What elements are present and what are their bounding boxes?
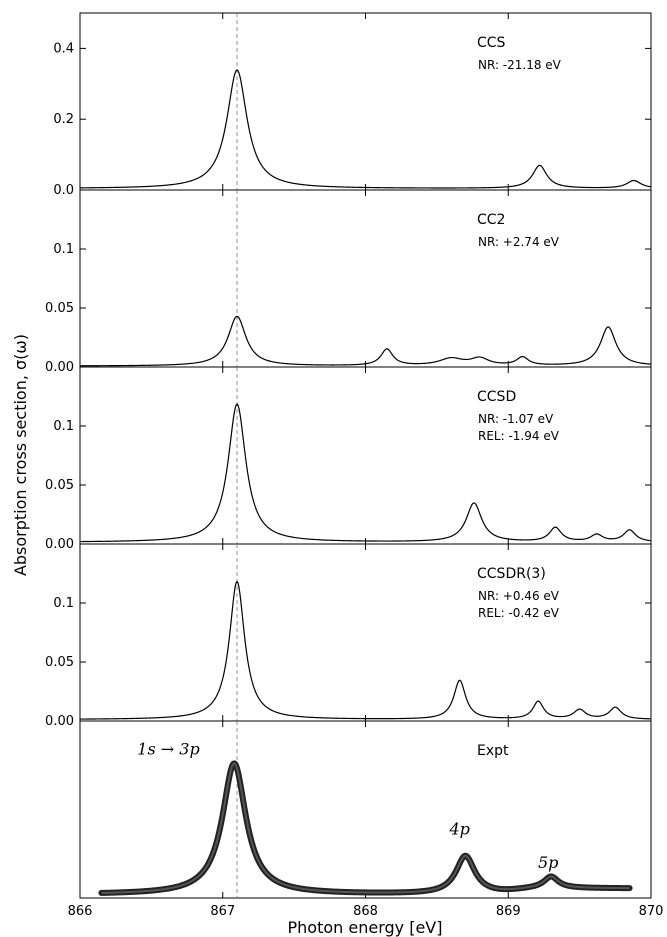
peak-annotation: 1s → 3p xyxy=(137,740,199,759)
experimental-spectrum-core xyxy=(101,762,630,894)
panel-ccsdr-3-: 0.00 0.05 0.1 CCSDR(3) NR: +0.46 eV REL: -0.4… xyxy=(45,543,652,729)
energy-shift-label: NR: -21.18 eV xyxy=(478,58,562,72)
x-tick-label: 869 xyxy=(496,904,521,919)
panel-ccs: 0.0 0.2 0.4 CCS NR: -21.18 eV xyxy=(53,12,652,198)
energy-shift-label: NR: -1.07 eV xyxy=(478,412,554,426)
method-label: CCSD xyxy=(477,389,516,405)
x-tick-label: 868 xyxy=(353,904,378,919)
panel-frame xyxy=(79,366,652,545)
spectrum-curve xyxy=(79,69,652,189)
peak-annotation: 5p xyxy=(538,853,558,872)
spectrum-curve xyxy=(80,315,652,367)
panel-frame xyxy=(79,189,652,368)
x-tick-label: 870 xyxy=(639,904,664,919)
panel-frame xyxy=(79,12,652,191)
chart-panels: 0.0 0.2 0.4 CCS NR: -21.18 eV 0.00 0.05 0.1 CC2 N… xyxy=(45,12,664,919)
peak-annotation: 4p xyxy=(449,819,470,838)
panel-ccsd: 0.00 0.05 0.1 CCSD NR: -1.07 eV REL: -1.94 eV xyxy=(45,366,652,552)
y-tick-label: 0.4 xyxy=(53,41,74,56)
energy-shift-label: NR: +2.74 eV xyxy=(478,235,560,249)
y-tick-label: 0.1 xyxy=(53,596,74,611)
panel-expt: Expt 1s → 3p 4p 5p 866 867 868 869 870 xyxy=(68,720,664,919)
x-tick-label: 867 xyxy=(210,904,235,919)
panel-cc2: 0.00 0.05 0.1 CC2 NR: +2.74 eV xyxy=(45,189,652,375)
y-tick-label: 0.05 xyxy=(45,655,74,670)
y-tick-label: 0.1 xyxy=(53,242,74,257)
x-axis-title: Photon energy [eV] xyxy=(288,918,443,937)
method-label: CCSDR(3) xyxy=(477,566,546,582)
energy-shift-label: NR: +0.46 eV xyxy=(478,589,560,603)
spectrum-curve xyxy=(80,403,652,543)
y-tick-label: 0.0 xyxy=(53,183,74,198)
y-tick-label: 0.00 xyxy=(45,714,74,729)
y-tick-label: 0.1 xyxy=(53,419,74,434)
y-tick-label: 0.00 xyxy=(45,360,74,375)
method-label: CC2 xyxy=(477,212,505,228)
panel-frame xyxy=(79,543,652,722)
y-tick-label: 0.2 xyxy=(53,112,74,127)
method-label: CCS xyxy=(477,35,506,51)
energy-shift-label: REL: -0.42 eV xyxy=(478,606,560,620)
y-tick-label: 0.00 xyxy=(45,537,74,552)
spectrum-curve xyxy=(80,580,652,720)
energy-shift-label: REL: -1.94 eV xyxy=(478,429,560,443)
y-tick-label: 0.05 xyxy=(45,301,74,316)
y-tick-label: 0.05 xyxy=(45,478,74,493)
method-label: Expt xyxy=(477,743,509,759)
y-axis-title: Absorption cross section, σ(ω) xyxy=(11,334,30,576)
experimental-spectrum xyxy=(98,760,633,896)
x-tick-label: 866 xyxy=(68,904,93,919)
